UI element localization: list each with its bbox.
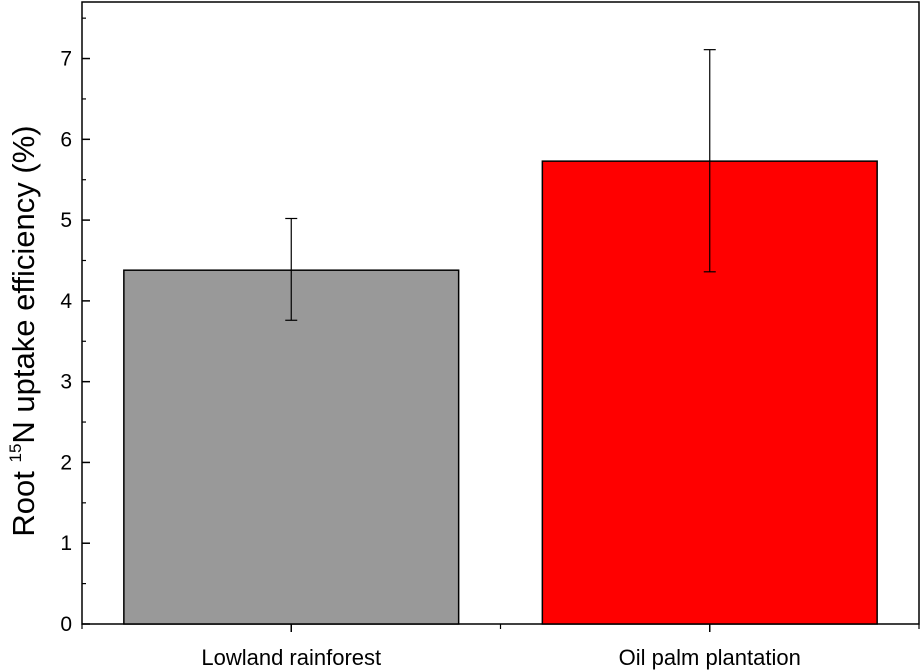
y-tick-label: 7 bbox=[60, 48, 72, 71]
y-axis-title: Root 15N uptake efficiency (%) bbox=[6, 125, 41, 536]
x-axis: Lowland rainforest Oil palm plantation bbox=[81, 624, 920, 670]
y-tick-label: 5 bbox=[60, 209, 72, 232]
y-tick-label: 0 bbox=[60, 613, 72, 636]
y-tick-label: 1 bbox=[60, 532, 72, 555]
x-category-label: Oil palm plantation bbox=[619, 645, 801, 670]
bar-lowland-rainforest bbox=[123, 269, 460, 625]
y-axis-title-superscript: 15 bbox=[6, 444, 25, 463]
y-axis: 0 1 2 3 4 5 6 7 bbox=[60, 17, 90, 636]
error-bars-group bbox=[285, 49, 716, 321]
y-axis-title-suffix: N uptake efficiency (%) bbox=[6, 125, 41, 443]
bars-group bbox=[123, 160, 878, 625]
y-tick-label: 6 bbox=[60, 128, 72, 151]
y-axis-title-prefix: Root bbox=[6, 463, 41, 537]
y-tick-label: 4 bbox=[60, 290, 72, 313]
y-tick-label: 2 bbox=[60, 451, 72, 474]
x-category-label: Lowland rainforest bbox=[201, 645, 381, 670]
y-tick-label: 3 bbox=[60, 371, 72, 394]
